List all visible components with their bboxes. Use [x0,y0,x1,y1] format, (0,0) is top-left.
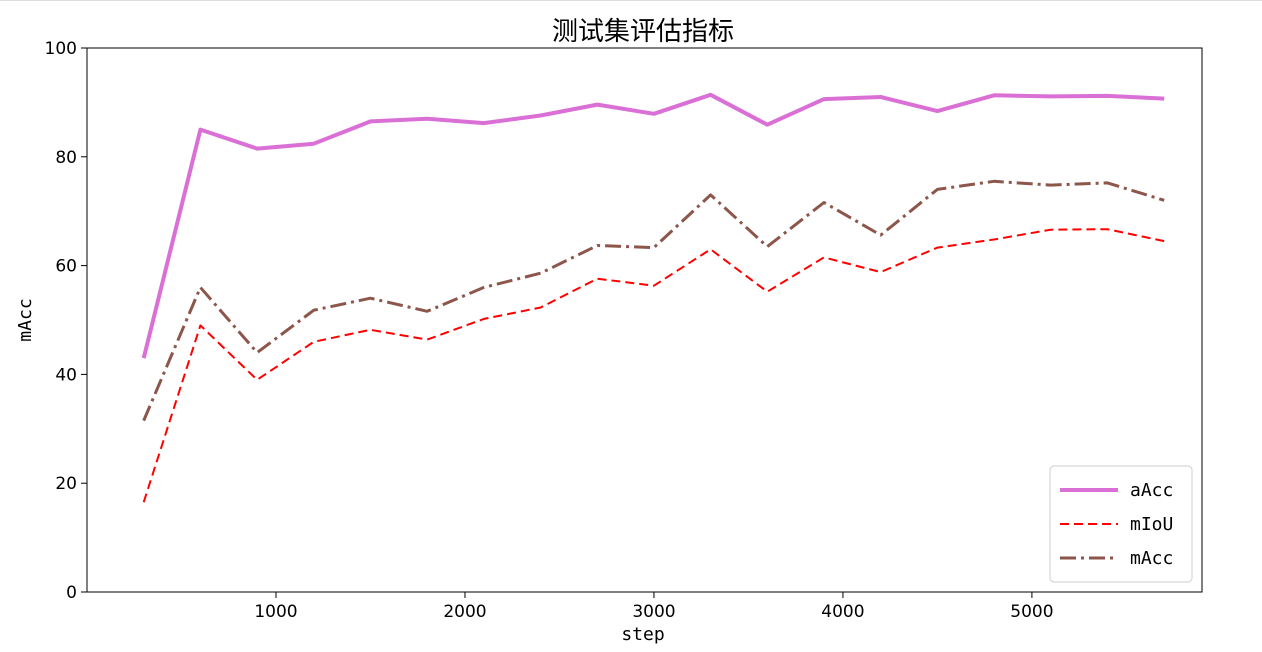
x-tick-label-5000: 5000 [1010,602,1053,622]
x-tick-label-4000: 4000 [821,602,864,622]
y-tick-label-40: 40 [55,365,77,385]
x-tick-label-2000: 2000 [443,602,486,622]
plot-frame [86,47,1203,593]
series-line-miou [142,228,1165,503]
x-tick-label-3000: 3000 [632,602,675,622]
x-tick-label-1000: 1000 [254,602,297,622]
legend-label-macc: mAcc [1130,548,1173,569]
legend-label-miou: mIoU [1130,514,1173,535]
plot-area: 1000 2000 3000 4000 5000 0 20 40 60 80 100 aAcc mIoU… [45,39,1203,622]
legend-box [1049,465,1193,583]
y-tick-label-20: 20 [55,474,77,494]
y-tick-label-60: 60 [55,257,77,277]
series-line-aacc [141,92,1165,359]
x-axis-label: step [621,624,664,645]
y-axis-label: mAcc [15,298,36,341]
legend-label-aacc: aAcc [1130,480,1173,501]
y-tick-label-80: 80 [55,148,77,168]
chart-title: 测试集评估指标 [552,17,734,47]
y-tick-label-100: 100 [45,39,77,59]
y-tick-label-0: 0 [66,583,77,603]
top-border [0,0,1262,1]
series-line-macc [142,179,1165,422]
